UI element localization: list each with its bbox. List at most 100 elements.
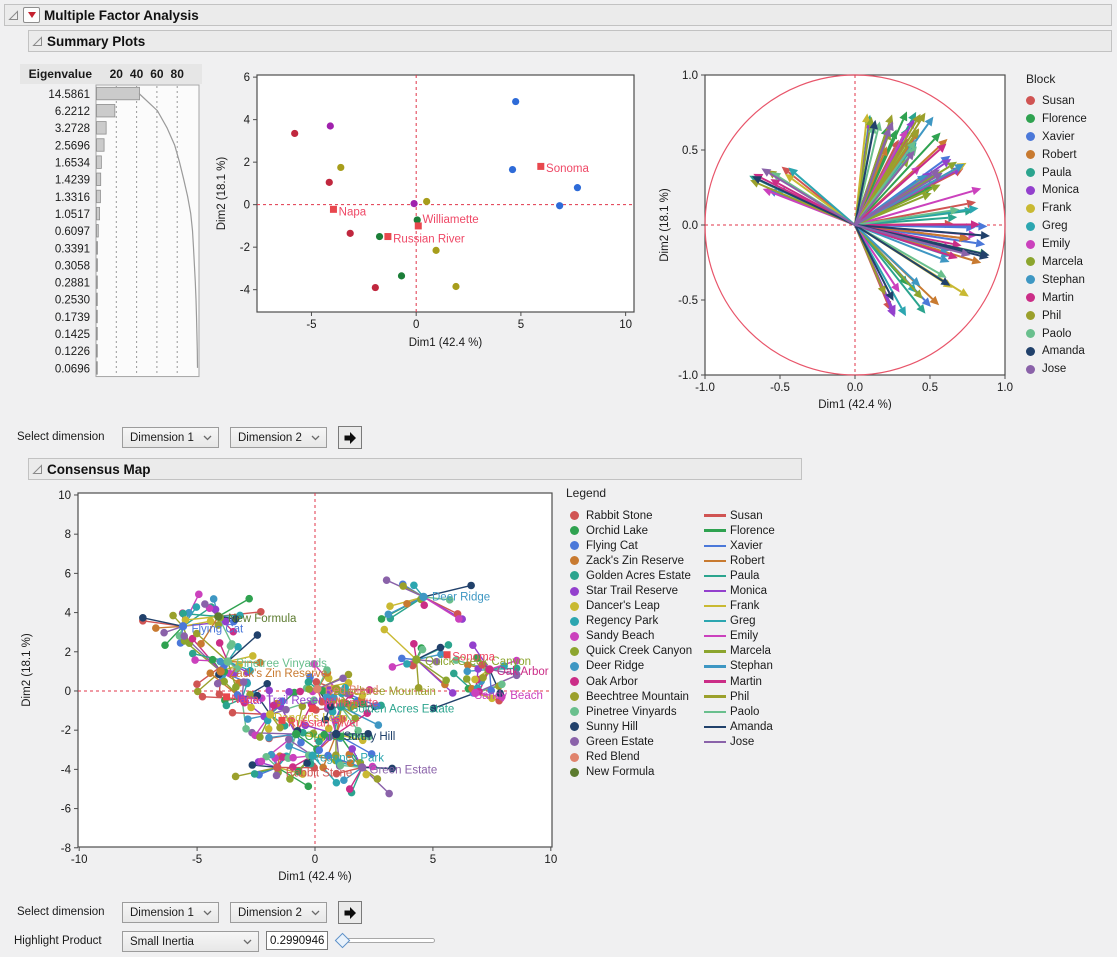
partial-point[interactable] — [191, 656, 199, 664]
partial-point[interactable] — [408, 661, 417, 670]
product-legend-item[interactable]: Sunny Hill — [570, 719, 692, 734]
partial-point[interactable] — [372, 701, 381, 710]
product-center[interactable] — [332, 729, 341, 739]
partial-point[interactable] — [365, 686, 374, 694]
block-legend-item[interactable]: Frank — [1026, 199, 1116, 217]
block-line-legend-item[interactable]: Marcela — [704, 644, 775, 659]
partial-point[interactable] — [216, 657, 225, 666]
block-legend-item[interactable]: Martin — [1026, 289, 1116, 307]
partial-point[interactable] — [367, 750, 376, 758]
partial-point[interactable] — [233, 664, 241, 673]
partial-point[interactable] — [220, 677, 229, 686]
partial-point[interactable] — [303, 759, 311, 767]
partial-point[interactable] — [209, 595, 218, 603]
product-legend-item[interactable]: Star Trail Reserve — [570, 583, 692, 598]
score-point[interactable] — [291, 129, 299, 138]
score-point[interactable] — [452, 282, 460, 291]
partial-point[interactable] — [193, 629, 201, 638]
partial-point[interactable] — [263, 680, 272, 688]
partial-point[interactable] — [462, 675, 471, 683]
partial-point[interactable] — [344, 670, 353, 679]
loadings-circle-plot[interactable]: -1.0-1.0 -0.5 -0.5 0.0 0.0 0.5 0.5 1.0 1.0 Dim1 (… — [656, 60, 1022, 410]
partial-point[interactable] — [500, 662, 508, 670]
partial-point[interactable] — [337, 689, 346, 698]
dimension-2-select[interactable]: Dimension 2 — [230, 427, 327, 448]
product-legend-item[interactable]: Quick Creek Canyon — [570, 644, 692, 659]
product-center[interactable] — [178, 622, 188, 631]
partial-point[interactable] — [414, 683, 423, 692]
partial-point[interactable] — [231, 772, 240, 781]
partial-point[interactable] — [247, 703, 255, 712]
product-center[interactable] — [223, 657, 232, 666]
product-legend-item[interactable]: Oak Arbor — [570, 674, 692, 689]
partial-point[interactable] — [348, 745, 357, 753]
partial-point[interactable] — [403, 599, 411, 608]
partial-point[interactable] — [305, 685, 313, 693]
product-center[interactable] — [216, 667, 225, 676]
product-legend-item[interactable]: Dancer's Leap — [570, 599, 692, 614]
partial-point[interactable] — [362, 770, 371, 779]
partial-point[interactable] — [320, 730, 329, 739]
partial-point[interactable] — [322, 693, 331, 701]
region-marker[interactable] — [223, 693, 231, 701]
partial-point[interactable] — [345, 750, 354, 759]
partial-point[interactable] — [410, 640, 418, 648]
partial-point[interactable] — [364, 729, 372, 738]
partial-point[interactable] — [253, 691, 262, 700]
block-line-legend-item[interactable]: Florence — [704, 523, 775, 538]
partial-point[interactable] — [469, 641, 477, 649]
partial-point[interactable] — [345, 785, 354, 793]
partial-point[interactable] — [294, 767, 303, 776]
partial-point[interactable] — [410, 581, 418, 590]
partial-point[interactable] — [285, 687, 293, 696]
product-center[interactable] — [332, 684, 341, 694]
partial-point[interactable] — [193, 680, 201, 689]
highlight-product-select[interactable]: Small Inertia — [122, 931, 259, 952]
partial-point[interactable] — [232, 683, 240, 691]
partial-point[interactable] — [256, 658, 264, 667]
partial-point[interactable] — [512, 664, 521, 673]
apply-dimensions-button[interactable] — [338, 901, 362, 924]
partial-point[interactable] — [358, 691, 367, 699]
product-center[interactable] — [485, 665, 494, 674]
partial-point[interactable] — [329, 693, 338, 702]
partial-point[interactable] — [496, 689, 504, 697]
partial-point[interactable] — [228, 640, 236, 648]
partial-point[interactable] — [285, 742, 293, 750]
partial-point[interactable] — [388, 764, 396, 773]
block-line-legend-item[interactable]: Jose — [704, 734, 775, 749]
product-center[interactable] — [273, 763, 282, 772]
partial-point[interactable] — [206, 617, 215, 626]
partial-point[interactable] — [498, 680, 506, 689]
block-legend-item[interactable]: Monica — [1026, 181, 1116, 199]
region-marker[interactable] — [443, 651, 451, 659]
partial-point[interactable] — [448, 689, 457, 697]
inertia-slider[interactable] — [334, 932, 435, 949]
partial-point[interactable] — [206, 669, 215, 677]
partial-point[interactable] — [139, 614, 147, 622]
eigenvalue-scree-pane[interactable]: 20 40 60 80 Eigenvalue 14.5861 6.2212 3.2728 2.5… — [20, 64, 202, 382]
partial-point[interactable] — [285, 735, 293, 744]
partial-point[interactable] — [244, 715, 252, 723]
partial-point[interactable] — [257, 607, 265, 616]
partial-point[interactable] — [398, 654, 406, 663]
partial-point[interactable] — [169, 611, 177, 620]
block-legend-item[interactable]: Stephan — [1026, 271, 1116, 289]
score-point[interactable] — [556, 202, 564, 210]
dimension-2-select[interactable]: Dimension 2 — [230, 902, 327, 923]
partial-point[interactable] — [380, 625, 389, 634]
score-point[interactable] — [337, 163, 345, 172]
partial-point[interactable] — [382, 576, 391, 584]
partial-point[interactable] — [231, 615, 240, 623]
block-legend-item[interactable]: Amanda — [1026, 342, 1116, 360]
score-point[interactable] — [573, 184, 582, 192]
partial-point[interactable] — [437, 650, 445, 659]
product-legend-item[interactable]: New Formula — [570, 765, 692, 780]
partial-point[interactable] — [374, 721, 383, 729]
partial-point[interactable] — [282, 705, 290, 714]
partial-point[interactable] — [262, 752, 271, 761]
product-legend-item[interactable]: Beechtree Mountain — [570, 689, 692, 704]
block-line-legend-item[interactable]: Stephan — [704, 659, 775, 674]
score-point[interactable] — [346, 229, 354, 237]
partial-point[interactable] — [198, 692, 207, 701]
